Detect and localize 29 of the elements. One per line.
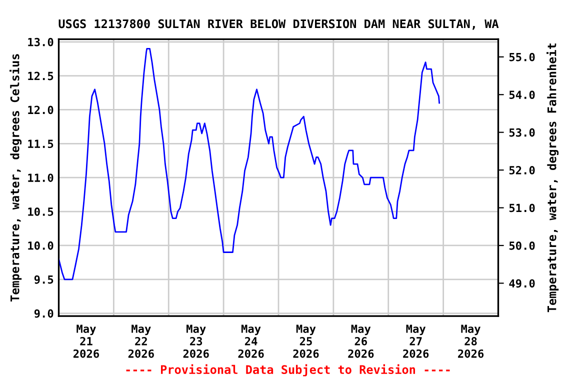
x-tick-label: May 24 2026 xyxy=(238,324,264,358)
y2-axis-title: Temperature, water, degrees Fahrenheit xyxy=(546,43,559,312)
x-tick-label: May 23 2026 xyxy=(183,324,209,358)
chart-title: USGS 12137800 SULTAN RIVER BELOW DIVERSION DAM NEAR SULTAN, WA xyxy=(58,19,499,30)
y2-tick-label: 49.0 xyxy=(509,279,535,288)
y-tick-label: 11.5 xyxy=(28,140,54,148)
y-axis-title: Temperature, water, degrees Celsius xyxy=(10,54,22,302)
x-tick-label: May 28 2026 xyxy=(458,324,484,358)
y2-tick-label: 54.0 xyxy=(509,90,535,99)
text: ---- Provisional Data Subject to Revision ---- xyxy=(126,364,450,376)
y-tick-label: 9.0 xyxy=(34,309,54,318)
x-tick-label: May 25 2026 xyxy=(293,324,319,358)
x-tick-label: May 21 2026 xyxy=(73,324,99,358)
y2-tick-label: 52.0 xyxy=(509,166,535,174)
y-tick-label: 12.5 xyxy=(28,72,54,80)
y-tick-label: 9.5 xyxy=(34,275,54,284)
x-tick-label: May 26 2026 xyxy=(348,324,374,358)
y2-tick-label: 50.0 xyxy=(509,241,535,250)
y2-tick-label: 55.0 xyxy=(509,52,535,62)
line-series xyxy=(58,48,440,280)
x-tick-label: May 27 2026 xyxy=(403,324,429,358)
y2-tick-label: 51.0 xyxy=(509,204,535,212)
y-tick-label: 12.0 xyxy=(28,106,54,114)
y-tick-label: 10.5 xyxy=(28,208,54,216)
x-tick-label: May 22 2026 xyxy=(128,324,154,358)
y-tick-label: 10.0 xyxy=(28,241,54,250)
y-tick-label: 11.0 xyxy=(28,174,54,182)
y-tick-label: 13.0 xyxy=(28,38,54,46)
y2-tick-label: 53.0 xyxy=(509,128,535,137)
